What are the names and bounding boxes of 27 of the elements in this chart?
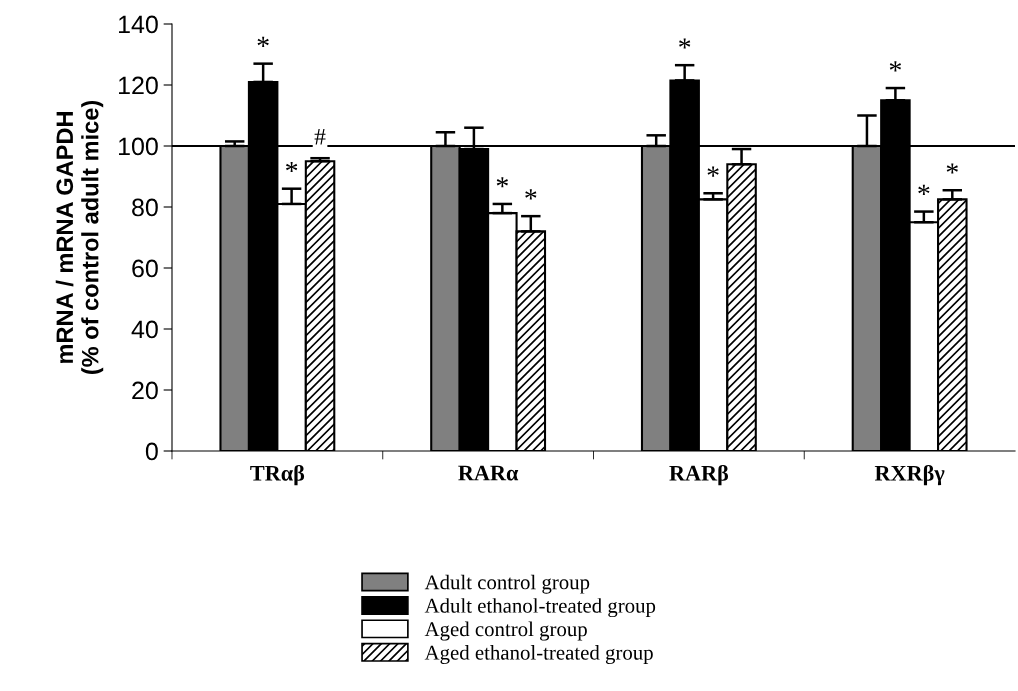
annotation: * [946,163,958,174]
legend-label: Aged control group [424,621,587,641]
x-tick-label: RARβ [669,464,729,486]
annotation: * [889,61,902,72]
annotation: * [679,38,691,49]
annotation: * [525,189,537,200]
x-tick-label: TRαβ [250,464,305,486]
y-tick-label: 120 [119,76,158,95]
y-tick-label: 60 [132,259,158,278]
annotation: * [257,36,269,48]
annotation: * [286,161,298,173]
y-axis-title: mRNA / mRNA GAPDH (% of control adult mice) [55,100,104,375]
annotation: # [314,128,326,145]
y-tick-label: 80 [132,198,158,217]
legend-label: Aged ethanol-treated group [424,645,653,665]
y-tick-label: 100 [119,137,158,156]
y-tick-label: 40 [131,320,158,339]
x-tick-label: RARα [458,465,519,481]
annotation: * [918,184,930,195]
legend-label: Adult ethanol-treated group [424,598,656,618]
x-tick-label: RXRβγ [874,464,945,486]
annotation: * [707,166,719,177]
legend-label: Adult control group [424,574,590,594]
annotation: * [496,177,508,188]
y-tick-label: 140 [119,15,158,34]
y-tick-label: 20 [132,381,158,400]
y-tick-label: 0 [145,442,158,461]
